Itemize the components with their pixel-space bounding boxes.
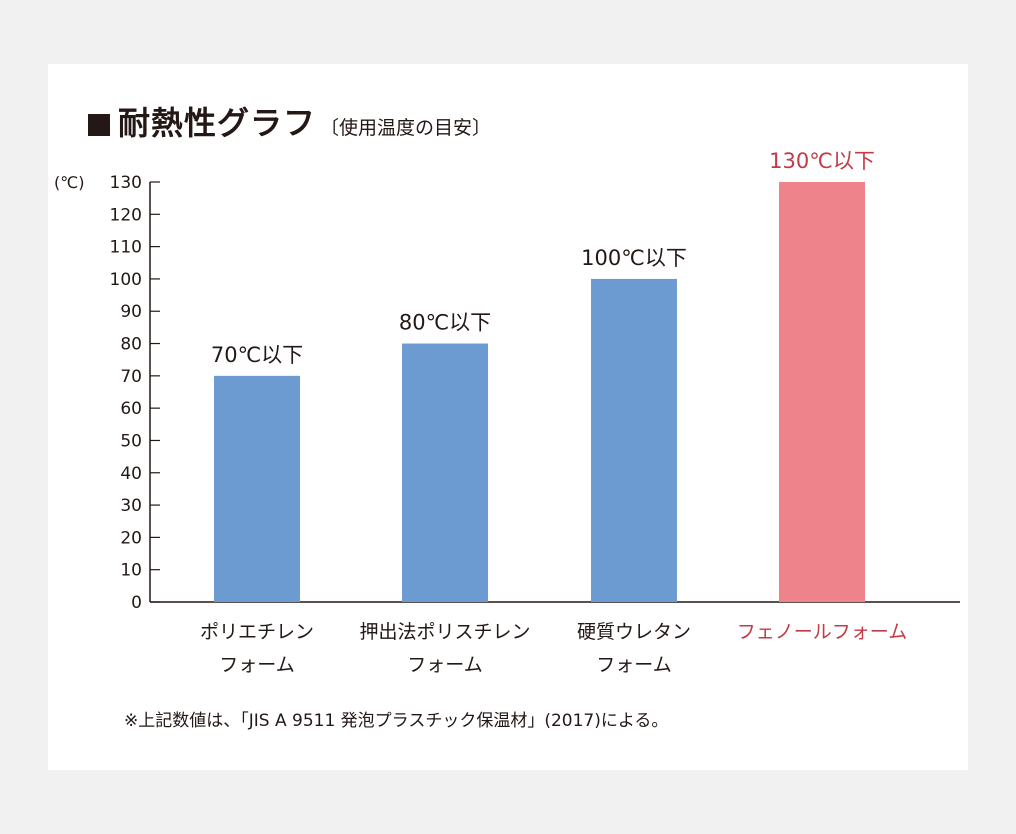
y-tick-label: 40: [120, 464, 142, 484]
y-tick-label: 80: [120, 335, 142, 355]
y-tick-label: 50: [120, 431, 142, 451]
x-category-label: フォーム: [596, 654, 671, 676]
x-category-label: 押出法ポリスチレン: [359, 621, 530, 643]
y-tick-label: 130: [110, 173, 142, 193]
x-category-label: フォーム: [407, 654, 482, 676]
x-category-label: ポリエチレン: [200, 621, 314, 643]
y-tick-label: 90: [120, 302, 142, 322]
y-tick-label: 20: [120, 528, 142, 548]
y-tick-label: 10: [120, 561, 142, 581]
title-square-icon: [88, 114, 110, 136]
bar-data-label: 100℃以下: [581, 246, 687, 270]
y-tick-label: 30: [120, 496, 142, 516]
y-tick-label: 60: [120, 399, 142, 419]
bar-data-label: 130℃以下: [769, 149, 875, 173]
chart-title: 耐熱性グラフ 〔使用温度の目安〕: [88, 98, 491, 144]
bar: [779, 182, 865, 602]
bar-data-label: 80℃以下: [399, 311, 491, 335]
footnote: ※上記数値は、「JIS A 9511 発泡プラスチック保温材」(2017)による…: [124, 711, 669, 731]
chart-card: 耐熱性グラフ 〔使用温度の目安〕 0 10 20 30 40 50 60 70 80 90 100 1…: [48, 64, 968, 770]
x-category-label: フォーム: [219, 654, 294, 676]
bar-chart: 0 10 20 30 40 50 60 70 80 90 100 110 120 130 (℃) 70℃以下ポ…: [54, 149, 960, 676]
y-axis-unit-label: (℃): [54, 173, 84, 192]
y-tick-label: 100: [110, 270, 142, 290]
y-tick-label: 70: [120, 367, 142, 387]
bar: [402, 343, 488, 602]
bar-data-label: 70℃以下: [211, 343, 303, 367]
chart-title-main: 耐熱性グラフ: [118, 104, 317, 142]
y-tick-label: 0: [131, 593, 142, 613]
bar: [591, 278, 677, 602]
x-category-label: 硬質ウレタン: [577, 621, 691, 643]
x-category-label: フェノールフォーム: [737, 621, 907, 643]
chart-title-sub: 〔使用温度の目安〕: [320, 117, 492, 139]
y-tick-label: 120: [110, 205, 142, 225]
bar: [214, 375, 300, 602]
y-tick-label: 110: [110, 238, 142, 258]
